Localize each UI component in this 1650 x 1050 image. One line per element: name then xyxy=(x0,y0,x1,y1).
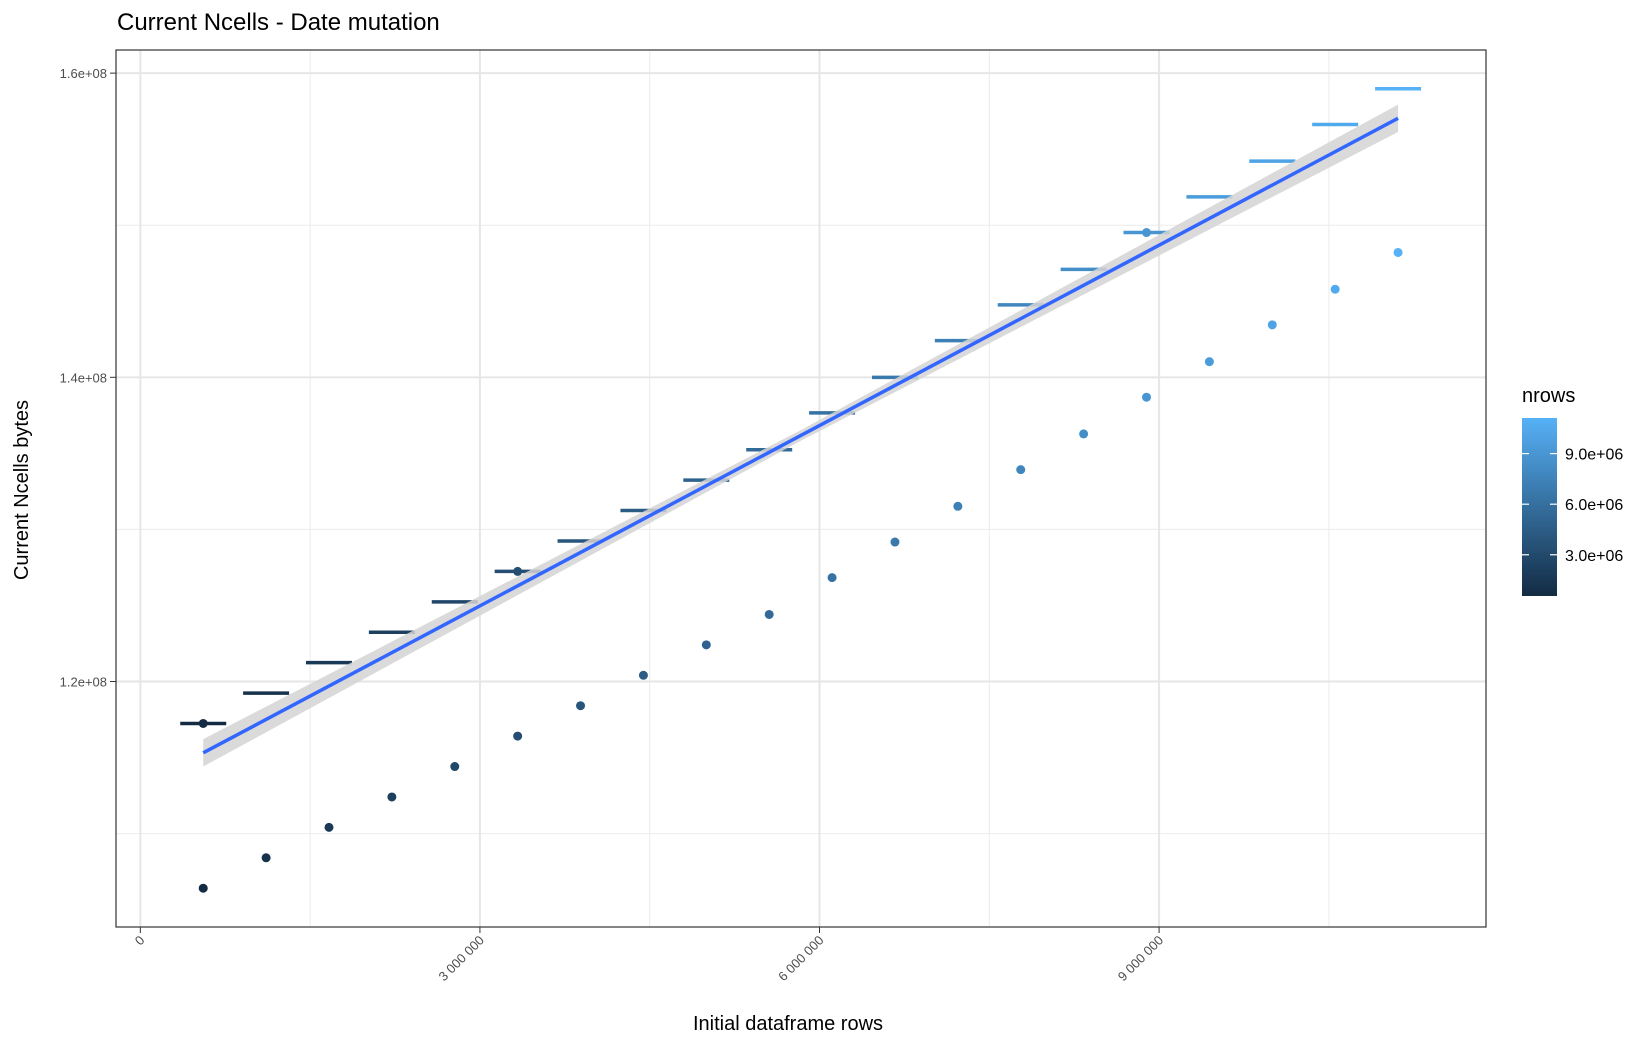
point xyxy=(261,853,271,863)
point xyxy=(1079,429,1089,439)
point xyxy=(638,670,648,680)
y-tick-label: 1.4e+08 xyxy=(60,370,107,385)
legend-tick-label: 3.0e+06 xyxy=(1565,548,1623,565)
x-tick-label: 0 xyxy=(132,933,148,949)
x-tick-label: 6 000 000 xyxy=(775,933,827,985)
chart-title: Current Ncells - Date mutation xyxy=(117,9,440,36)
legend-title: nrows xyxy=(1522,385,1575,407)
point xyxy=(1330,284,1340,294)
point xyxy=(1204,357,1214,367)
x-tick-label: 9 000 000 xyxy=(1115,933,1167,985)
point xyxy=(387,792,397,802)
point xyxy=(513,731,523,741)
point xyxy=(827,573,837,583)
fit-line xyxy=(202,116,1399,755)
y-tick-label: 1.6e+08 xyxy=(60,66,107,81)
point xyxy=(953,501,963,511)
x-tick-label: 3 000 000 xyxy=(436,933,488,985)
legend-tick-label: 9.0e+06 xyxy=(1565,447,1623,464)
point xyxy=(324,822,334,832)
point xyxy=(198,718,208,728)
point xyxy=(764,609,774,619)
point xyxy=(513,566,523,576)
point xyxy=(576,701,586,711)
legend-tick-label: 6.0e+06 xyxy=(1565,497,1623,514)
point xyxy=(1267,320,1277,330)
colorbar xyxy=(1522,418,1557,596)
point xyxy=(890,537,900,547)
point xyxy=(1142,228,1152,238)
point xyxy=(1142,392,1152,402)
x-axis-label: Initial dataframe rows xyxy=(693,1013,883,1035)
point xyxy=(450,762,460,772)
point xyxy=(1016,465,1026,475)
point xyxy=(1393,247,1403,257)
y-axis-label: Current Ncells bytes xyxy=(11,400,33,580)
point xyxy=(198,883,208,893)
y-tick-label: 1.2e+08 xyxy=(60,675,107,690)
panel-border xyxy=(115,49,1487,928)
point xyxy=(701,640,711,650)
